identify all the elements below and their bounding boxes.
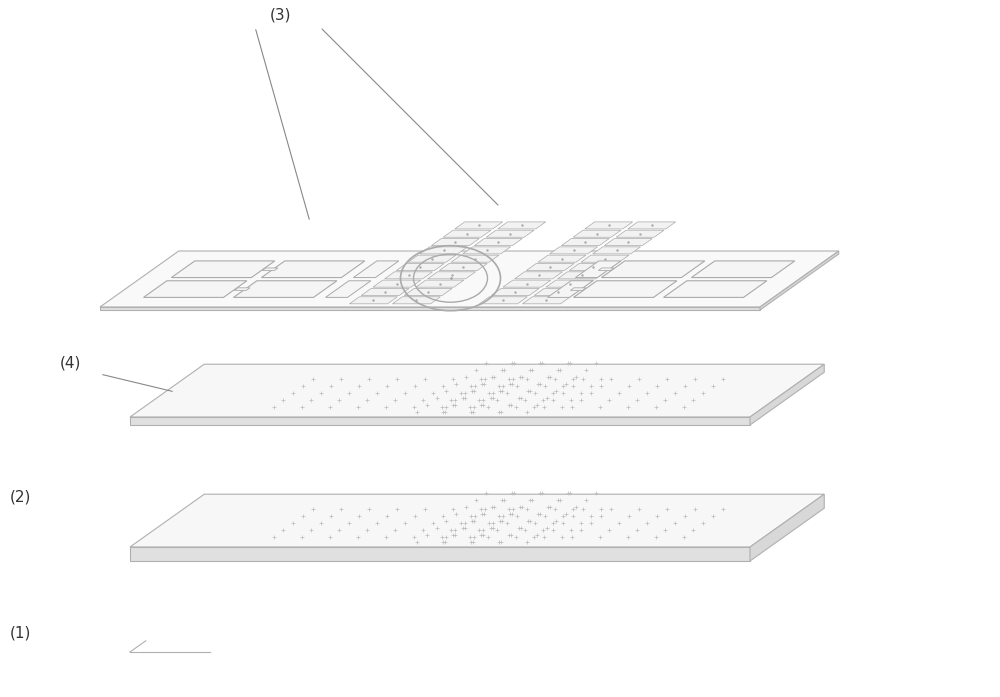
Polygon shape (558, 272, 606, 279)
Polygon shape (550, 247, 598, 254)
Polygon shape (416, 280, 464, 287)
Polygon shape (548, 281, 593, 298)
Polygon shape (561, 238, 609, 245)
Polygon shape (439, 263, 487, 270)
Polygon shape (616, 230, 664, 237)
Polygon shape (750, 494, 824, 561)
Polygon shape (144, 281, 247, 298)
Polygon shape (373, 280, 421, 287)
Polygon shape (581, 255, 629, 262)
Polygon shape (130, 547, 750, 561)
Polygon shape (575, 261, 621, 277)
Polygon shape (350, 297, 397, 304)
Polygon shape (526, 263, 574, 270)
Polygon shape (393, 297, 440, 304)
Polygon shape (428, 272, 476, 279)
Polygon shape (593, 247, 641, 254)
Polygon shape (604, 238, 652, 245)
Polygon shape (491, 289, 539, 296)
Polygon shape (585, 222, 633, 229)
Polygon shape (570, 288, 586, 291)
Polygon shape (404, 289, 452, 296)
Polygon shape (100, 251, 839, 307)
Polygon shape (261, 261, 365, 277)
Polygon shape (750, 365, 824, 425)
Polygon shape (451, 255, 499, 262)
Polygon shape (353, 261, 399, 277)
Polygon shape (262, 268, 278, 270)
Text: (4): (4) (60, 355, 81, 370)
Polygon shape (234, 281, 337, 298)
Text: (3): (3) (269, 7, 291, 22)
Polygon shape (691, 261, 795, 277)
Polygon shape (760, 251, 839, 310)
Polygon shape (385, 272, 433, 279)
Polygon shape (574, 281, 677, 298)
Polygon shape (486, 230, 534, 237)
Polygon shape (598, 268, 614, 270)
Polygon shape (522, 297, 570, 304)
Polygon shape (474, 238, 522, 245)
Polygon shape (538, 255, 586, 262)
Polygon shape (361, 289, 409, 296)
Polygon shape (546, 280, 594, 287)
Polygon shape (573, 230, 621, 237)
Polygon shape (130, 494, 824, 547)
Polygon shape (130, 417, 750, 425)
Text: (1): (1) (10, 625, 31, 640)
Polygon shape (455, 222, 503, 229)
Polygon shape (534, 289, 582, 296)
Polygon shape (443, 230, 491, 237)
Polygon shape (664, 281, 767, 298)
Polygon shape (420, 247, 468, 254)
Polygon shape (480, 297, 527, 304)
Polygon shape (628, 222, 676, 229)
Polygon shape (171, 261, 275, 277)
Polygon shape (100, 307, 760, 310)
Polygon shape (408, 255, 456, 262)
Polygon shape (234, 288, 250, 291)
Polygon shape (569, 263, 617, 270)
Text: (2): (2) (10, 490, 31, 505)
Polygon shape (431, 238, 479, 245)
Polygon shape (396, 263, 444, 270)
Polygon shape (515, 272, 562, 279)
Polygon shape (503, 280, 551, 287)
Polygon shape (130, 365, 824, 417)
Polygon shape (463, 247, 511, 254)
Polygon shape (498, 222, 546, 229)
Polygon shape (601, 261, 705, 277)
Polygon shape (326, 281, 371, 298)
